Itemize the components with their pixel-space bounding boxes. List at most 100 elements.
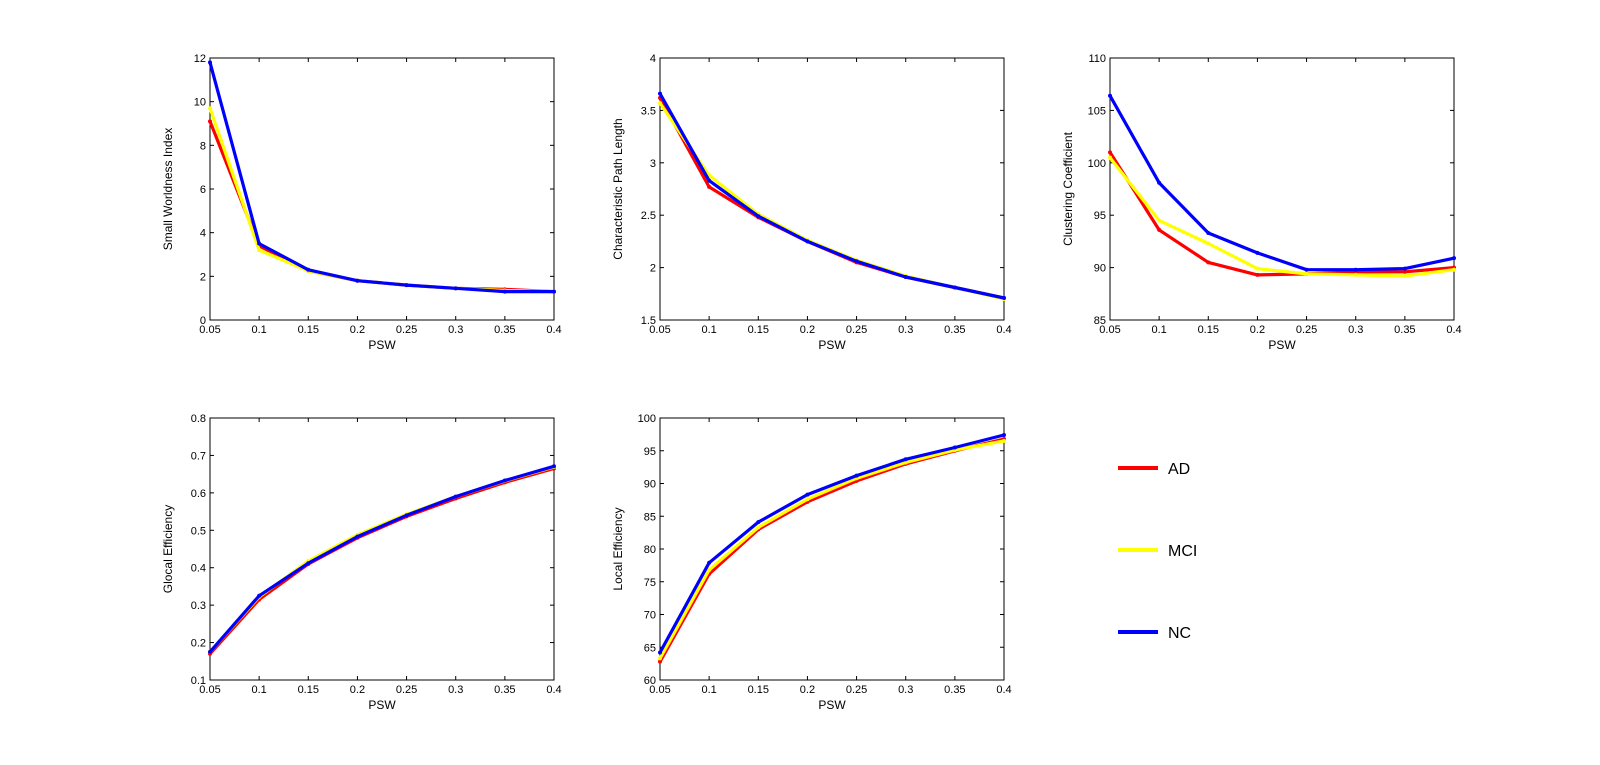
x-tick-label: 0.15 [1198, 324, 1219, 336]
y-tick-label: 12 [194, 53, 206, 65]
y-tick-label: 95 [644, 446, 656, 458]
y-tick-label: 8 [200, 140, 206, 152]
y-tick-label: 0.7 [191, 450, 206, 462]
x-tick-label: 0.4 [996, 684, 1011, 696]
x-tick-label: 0.35 [494, 684, 515, 696]
data-point-nc [658, 650, 662, 655]
data-point-nc [1108, 93, 1112, 98]
y-tick-label: 65 [644, 642, 656, 654]
data-point-nc [903, 275, 908, 280]
data-point-mci [707, 567, 712, 572]
x-tick-label: 0.1 [701, 324, 716, 336]
data-point-nc [1452, 256, 1456, 261]
y-axis-label: Clustering Coefficient [1061, 131, 1075, 246]
data-point-nc [306, 561, 311, 566]
series-line-mci [1108, 156, 1455, 278]
y-tick-label: 3 [650, 158, 656, 170]
x-tick-label: 0.3 [1348, 324, 1363, 336]
data-point-nc [502, 478, 507, 483]
data-point-mci [1157, 218, 1162, 223]
series-line-nc [658, 92, 1005, 300]
x-axis-label: PSW [368, 698, 396, 712]
series-line-mci [658, 439, 1005, 660]
data-point-nc [453, 494, 458, 499]
data-point-mci [1402, 273, 1407, 278]
y-tick-label: 85 [1094, 315, 1106, 327]
plot-area [1109, 57, 1455, 321]
x-tick-label: 0.2 [800, 684, 815, 696]
series-line-nc [1108, 94, 1455, 272]
y-tick-label: 3.5 [641, 105, 656, 117]
data-point-nc [1157, 180, 1162, 185]
y-tick-label: 4 [650, 53, 656, 65]
chart-panel: 0.05 0.1 0.15 0.2 0.25 0.3 0.35 0.40.10.20.30.4… [161, 413, 562, 712]
data-point-mci [658, 101, 662, 106]
data-point-mci [1255, 266, 1260, 271]
x-tick-label: 0.4 [546, 324, 561, 336]
data-point-nc [1002, 433, 1006, 438]
x-tick-label: 0.2 [350, 324, 365, 336]
data-point-nc [1304, 267, 1309, 272]
y-tick-label: 85 [644, 511, 656, 523]
x-tick-label: 0.2 [350, 684, 365, 696]
x-tick-label: 0.1 [251, 324, 266, 336]
x-tick-label: 0.25 [396, 684, 417, 696]
data-point-ad [658, 659, 662, 664]
y-tick-label: 100 [1088, 158, 1106, 170]
x-tick-label: 0.2 [800, 324, 815, 336]
data-point-nc [805, 492, 810, 497]
y-tick-label: 75 [644, 577, 656, 589]
chart-panel: 0.05 0.1 0.15 0.2 0.25 0.3 0.35 0.4 1.5 2 2.5 3 3.5 4… [611, 53, 1012, 352]
data-point-nc [404, 513, 409, 518]
y-axis-label: Characteristic Path Length [611, 118, 625, 259]
x-tick-label: 0.3 [898, 324, 913, 336]
y-tick-label: 105 [1088, 105, 1106, 117]
y-tick-label: 100 [638, 413, 656, 425]
x-tick-label: 0.25 [396, 324, 417, 336]
x-tick-label: 0.25 [846, 684, 867, 696]
x-tick-label: 0.15 [298, 684, 319, 696]
x-tick-label: 0.15 [748, 684, 769, 696]
data-point-mci [1452, 267, 1456, 272]
data-point-mci [903, 460, 908, 465]
data-point-nc [453, 286, 458, 291]
data-point-nc [208, 649, 212, 654]
data-point-ad [1157, 227, 1162, 232]
x-tick-label: 0.1 [701, 684, 716, 696]
plot-area [659, 57, 1005, 321]
data-point-nc [208, 60, 212, 65]
y-axis-label: Glocal Efficiency [161, 505, 175, 593]
data-point-ad [208, 119, 212, 124]
plot-area [209, 417, 555, 681]
data-point-mci [756, 525, 761, 530]
x-axis-label: PSW [368, 338, 396, 352]
data-point-mci [1304, 271, 1309, 276]
x-tick-label: 0.05 [199, 684, 220, 696]
y-tick-label: 2.5 [641, 210, 656, 222]
x-tick-label: 0.3 [898, 684, 913, 696]
series-line-nc [658, 433, 1005, 654]
data-point-ad [1255, 272, 1260, 277]
y-tick-label: 0.3 [191, 600, 206, 612]
data-point-nc [658, 91, 662, 96]
data-point-nc [1206, 231, 1211, 236]
data-point-nc [355, 278, 360, 283]
y-tick-label: 0.4 [191, 563, 206, 575]
legend-label-ad: AD [1168, 461, 1190, 478]
y-tick-label: 1.5 [641, 315, 656, 327]
data-point-mci [805, 497, 810, 502]
x-tick-label: 0.05 [1099, 324, 1120, 336]
legend: AD MCI NC [1118, 461, 1197, 642]
data-point-nc [707, 560, 712, 565]
y-tick-label: 60 [644, 675, 656, 687]
y-tick-label: 90 [1094, 263, 1106, 275]
series-line-nc [208, 61, 554, 294]
data-point-nc [306, 267, 311, 272]
y-tick-label: 0.5 [191, 525, 206, 537]
x-tick-label: 0.35 [944, 324, 965, 336]
data-point-mci [208, 106, 212, 111]
x-axis-label: PSW [1268, 338, 1296, 352]
y-tick-label: 0 [200, 315, 206, 327]
x-tick-label: 0.4 [546, 684, 561, 696]
